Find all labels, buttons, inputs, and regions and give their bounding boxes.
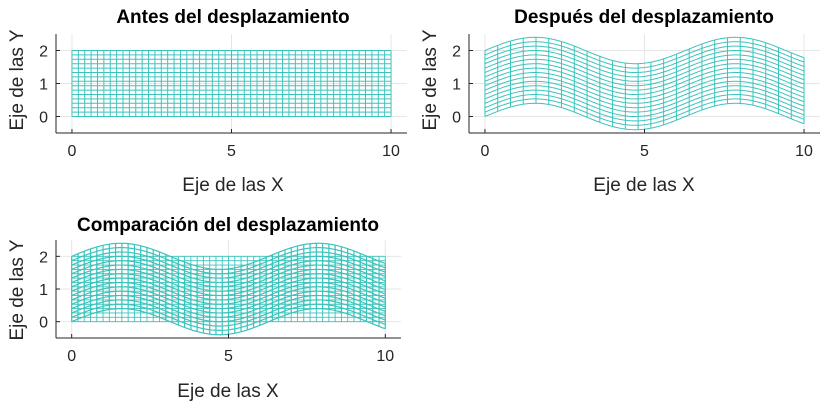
mesh-row-line <box>484 98 805 126</box>
x-tick-label: 10 <box>382 143 400 160</box>
panel-after: Después del desplazamiento 0 5 10 0 1 2 Eje d… <box>420 7 820 196</box>
x-tick-label: 0 <box>481 143 490 160</box>
mesh-row-line <box>484 80 805 109</box>
panel-after-title: Después del desplazamiento <box>514 7 774 28</box>
mesh-row-line <box>484 49 805 78</box>
x-tick-label: 0 <box>67 348 76 365</box>
panel-before-title: Antes del desplazamiento <box>116 7 349 28</box>
y-tick-label: 1 <box>39 77 48 94</box>
y-tick-label: 1 <box>452 77 461 94</box>
x-tick-label: 10 <box>376 348 394 365</box>
panel-before: Antes del desplazamiento 0 5 10 0 1 2 Eje de … <box>7 7 407 196</box>
panel-comparison: Comparación del desplazamiento 0 5 10 0 1 2 E… <box>7 215 401 402</box>
mesh-row-line <box>484 54 805 82</box>
mesh-row-line <box>484 76 805 104</box>
x-tick-label: 5 <box>224 348 233 365</box>
x-tick-label: 5 <box>227 143 236 160</box>
mesh-row-line <box>484 58 805 87</box>
mesh-row-line <box>484 89 805 118</box>
y-tick-label: 2 <box>452 44 461 61</box>
mesh-row-line <box>484 63 805 91</box>
y-tick-label: 0 <box>39 110 48 127</box>
panel-before-ylabel: Eje de las Y <box>7 29 28 130</box>
y-tick-label: 2 <box>39 44 48 61</box>
mesh-row-line <box>484 71 805 100</box>
panel-comparison-title: Comparación del desplazamiento <box>77 215 379 236</box>
panel-before-plot: 0 5 10 0 1 2 <box>39 34 407 160</box>
panel-comparison-plot: 0 5 10 0 1 2 <box>39 240 401 365</box>
y-tick-label: 1 <box>39 282 48 299</box>
mesh-row-line <box>484 93 805 122</box>
panel-comparison-xlabel: Eje de las X <box>177 381 279 402</box>
y-tick-label: 0 <box>452 110 461 127</box>
mesh-row-line <box>484 45 805 74</box>
mesh-row-line <box>484 36 805 65</box>
original-mesh <box>71 50 392 117</box>
panel-before-xlabel: Eje de las X <box>182 175 284 196</box>
mesh-row-line <box>484 67 805 96</box>
x-tick-label: 0 <box>68 143 77 160</box>
panel-after-plot: 0 5 10 0 1 2 <box>452 34 820 160</box>
y-tick-label: 0 <box>39 315 48 332</box>
mesh-row-line <box>484 85 805 113</box>
x-tick-label: 5 <box>640 143 649 160</box>
x-tick-label: 10 <box>795 143 813 160</box>
panel-comparison-ylabel: Eje de las Y <box>7 239 28 340</box>
y-tick-label: 2 <box>39 249 48 266</box>
displaced-mesh <box>484 36 805 131</box>
displaced-mesh <box>71 242 386 336</box>
mesh-row-line <box>484 41 805 69</box>
mesh-row-line <box>71 242 386 271</box>
panel-after-xlabel: Eje de las X <box>593 175 695 196</box>
panel-after-ylabel: Eje de las Y <box>420 29 441 130</box>
